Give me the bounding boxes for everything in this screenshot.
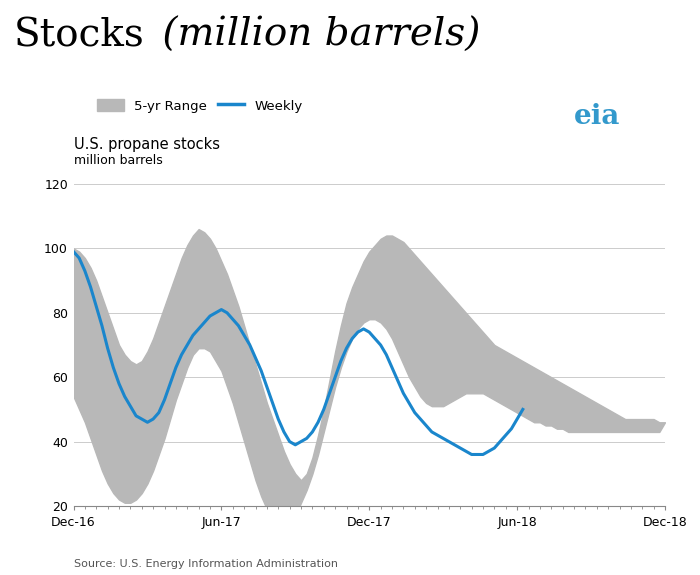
Legend: 5-yr Range, Weekly: 5-yr Range, Weekly	[92, 94, 308, 118]
Text: Stocks: Stocks	[14, 17, 145, 54]
Text: (million barrels): (million barrels)	[150, 17, 481, 54]
Text: eia: eia	[574, 104, 620, 131]
Text: U.S. propane stocks: U.S. propane stocks	[74, 137, 220, 152]
Text: Source: U.S. Energy Information Administration: Source: U.S. Energy Information Administ…	[74, 559, 337, 569]
Text: million barrels: million barrels	[74, 154, 162, 167]
